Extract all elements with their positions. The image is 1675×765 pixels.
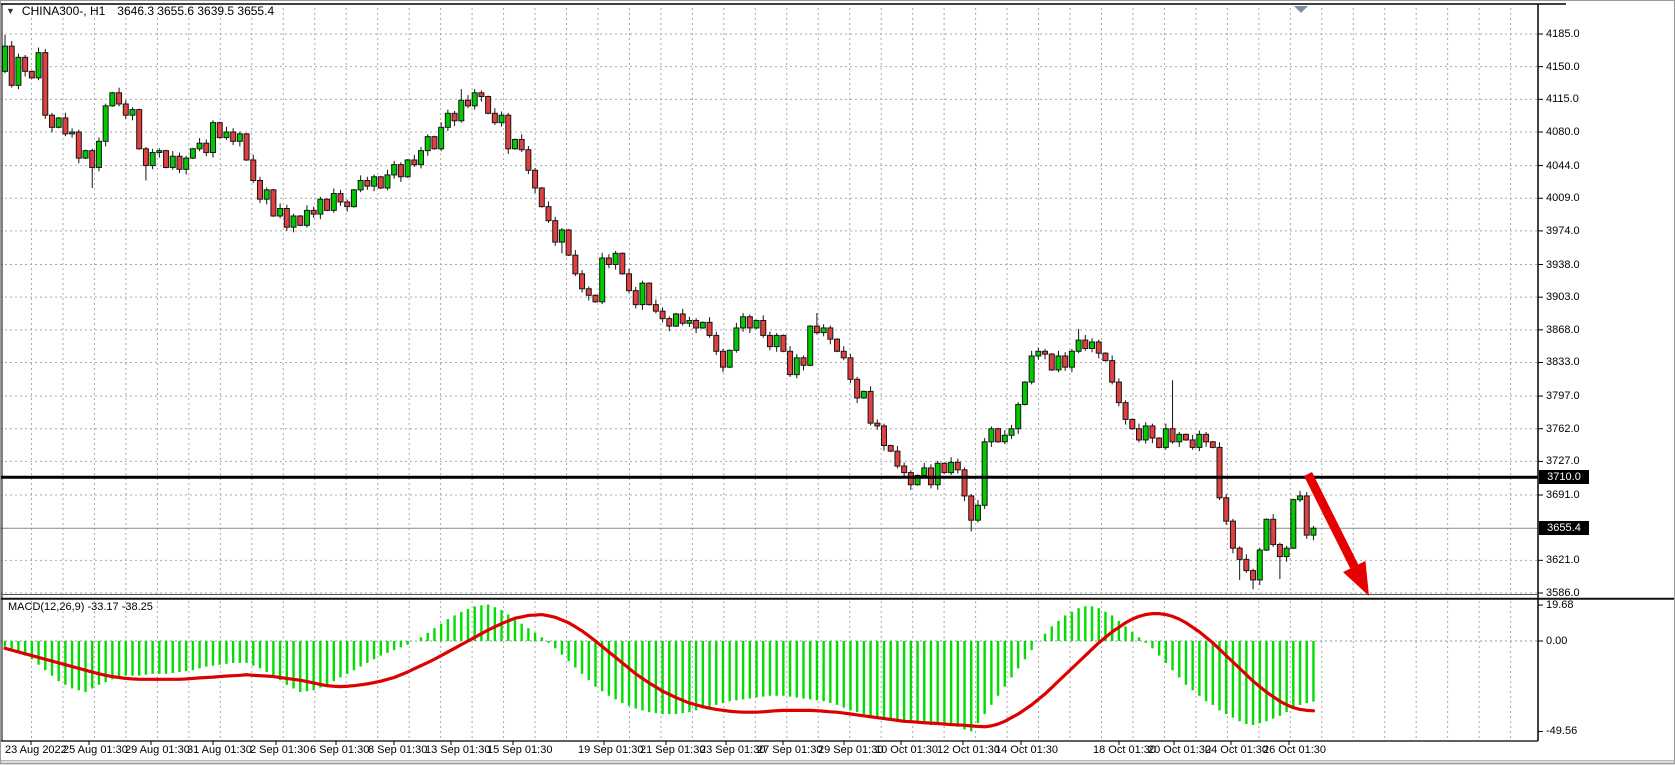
- time-tick-label: 29 Sep 01:30: [818, 744, 884, 756]
- time-tick-label: 23 Aug 2022: [5, 744, 67, 756]
- time-tick-label: 26 Oct 01:30: [1263, 744, 1326, 756]
- time-tick-label: 8 Sep 01:30: [368, 744, 428, 756]
- price-tick-label: 4044.0: [1546, 159, 1580, 172]
- price-tick-label: 3833.0: [1546, 356, 1580, 369]
- time-tick-label: 12 Oct 01:30: [937, 744, 1000, 756]
- time-tick-label: 2 Sep 01:30: [250, 744, 310, 756]
- time-tick-label: 13 Sep 01:30: [425, 744, 491, 756]
- panel-borders: [0, 3, 1675, 742]
- price-tick-label: 4080.0: [1546, 125, 1580, 138]
- time-tick-label: 19 Sep 01:30: [578, 744, 644, 756]
- grid-lines: [0, 8, 1538, 740]
- time-tick-label: 27 Sep 01:30: [757, 744, 823, 756]
- time-tick-label: 25 Aug 01:30: [63, 744, 128, 756]
- price-tick-label: 3727.0: [1546, 455, 1580, 468]
- window-bottom-edge: [0, 760, 1675, 765]
- time-tick-label: 24 Oct 01:30: [1205, 744, 1268, 756]
- time-tick-label: 6 Sep 01:30: [310, 744, 370, 756]
- macd-tick-label: 0.00: [1546, 635, 1568, 647]
- price-tick-label: 3903.0: [1546, 291, 1580, 304]
- time-tick-label: 29 Aug 01:30: [125, 744, 190, 756]
- symbol-dropdown-icon[interactable]: ▼: [6, 6, 15, 16]
- price-tick-label: 3938.0: [1546, 258, 1580, 271]
- time-tick-label: 31 Aug 01:30: [187, 744, 252, 756]
- price-tick-label: 3797.0: [1546, 390, 1580, 403]
- macd-indicator-label: MACD(12,26,9) -33.17 -38.25: [8, 601, 153, 613]
- price-tick-label: 3762.0: [1546, 422, 1580, 435]
- price-tick-label: 3586.0: [1546, 586, 1580, 599]
- down-trend-arrow: [1303, 471, 1369, 596]
- time-tick-label: 21 Sep 01:30: [640, 744, 706, 756]
- candlestick-series: [2, 34, 1317, 590]
- price-tick-label: 3691.0: [1546, 489, 1580, 501]
- ohlc-quote: 3646.3 3655.6 3639.5 3655.4: [117, 4, 275, 18]
- price-tick-label: 3868.0: [1546, 323, 1580, 336]
- price-tick-label: 4185.0: [1546, 28, 1580, 40]
- price-tick-label: 3621.0: [1546, 554, 1580, 567]
- time-tick-label: 18 Oct 01:30: [1093, 744, 1156, 756]
- macd-tick-label: 19.68: [1546, 599, 1574, 612]
- current-price-label: 3655.4: [1539, 521, 1589, 536]
- price-tick-label: 3974.0: [1546, 224, 1580, 237]
- symbol-title: CHINA300-, H1: [21, 4, 106, 18]
- chart-shift-marker-icon[interactable]: [1294, 6, 1308, 13]
- price-tick-label: 4009.0: [1546, 192, 1580, 205]
- symbol-header: ▼ CHINA300-, H1 3646.3 3655.6 3639.5 3655.…: [6, 4, 274, 18]
- time-tick-label: 14 Oct 01:30: [995, 744, 1058, 756]
- time-tick-label: 23 Sep 01:30: [700, 744, 766, 756]
- time-tick-label: 10 Oct 01:30: [875, 744, 938, 756]
- hline-price-label: 3710.0: [1539, 470, 1589, 485]
- time-tick-label: 20 Oct 01:30: [1148, 744, 1211, 756]
- price-tick-label: 4115.0: [1546, 93, 1579, 106]
- price-tick-label: 4150.0: [1546, 60, 1580, 73]
- macd-tick-label: -49.56: [1546, 725, 1578, 738]
- time-tick-label: 15 Sep 01:30: [487, 744, 553, 756]
- axis-tick-marks: [30, 33, 1543, 745]
- macd-series: [3, 604, 1316, 732]
